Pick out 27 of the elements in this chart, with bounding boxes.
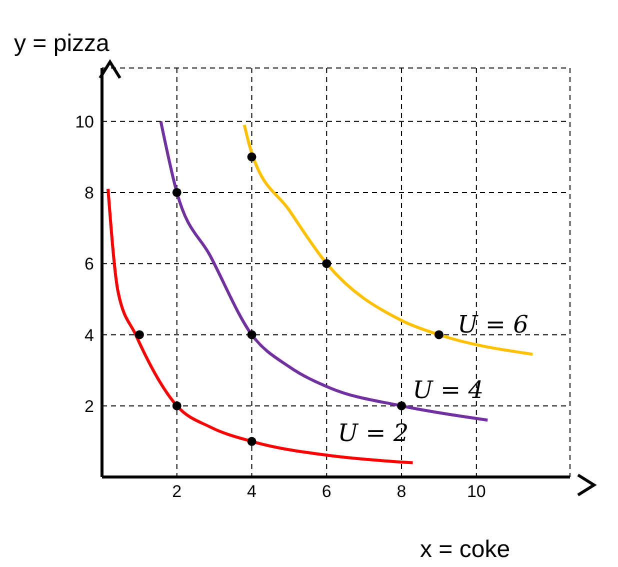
point <box>134 330 144 340</box>
x-tick-label: 8 <box>396 482 406 502</box>
x-axis-title: x = coke <box>420 536 510 564</box>
line-series <box>106 187 414 464</box>
line-series <box>242 123 534 356</box>
y-axis-title: y = pizza <box>14 30 110 58</box>
point <box>247 152 256 162</box>
y-tick-label: 2 <box>84 396 94 416</box>
x-tick-label: 6 <box>322 482 332 502</box>
point <box>322 259 332 268</box>
point <box>247 436 256 446</box>
y-tick-label: 6 <box>84 254 94 274</box>
series-label: U = 4 <box>412 376 484 404</box>
point <box>247 330 256 340</box>
point <box>172 188 182 197</box>
y-tick-label: 8 <box>84 184 94 203</box>
line-series <box>159 120 490 422</box>
point <box>434 330 444 340</box>
x-tick-label: 4 <box>247 482 256 502</box>
point <box>397 401 406 410</box>
x-tick-label: 2 <box>172 482 182 502</box>
x-tick-label: 10 <box>466 482 486 502</box>
series-label: U = 2 <box>338 418 409 447</box>
y-tick-label: 4 <box>84 326 94 345</box>
series-label: U = 6 <box>458 310 528 338</box>
y-tick-label: 10 <box>75 112 94 132</box>
point <box>172 401 182 410</box>
